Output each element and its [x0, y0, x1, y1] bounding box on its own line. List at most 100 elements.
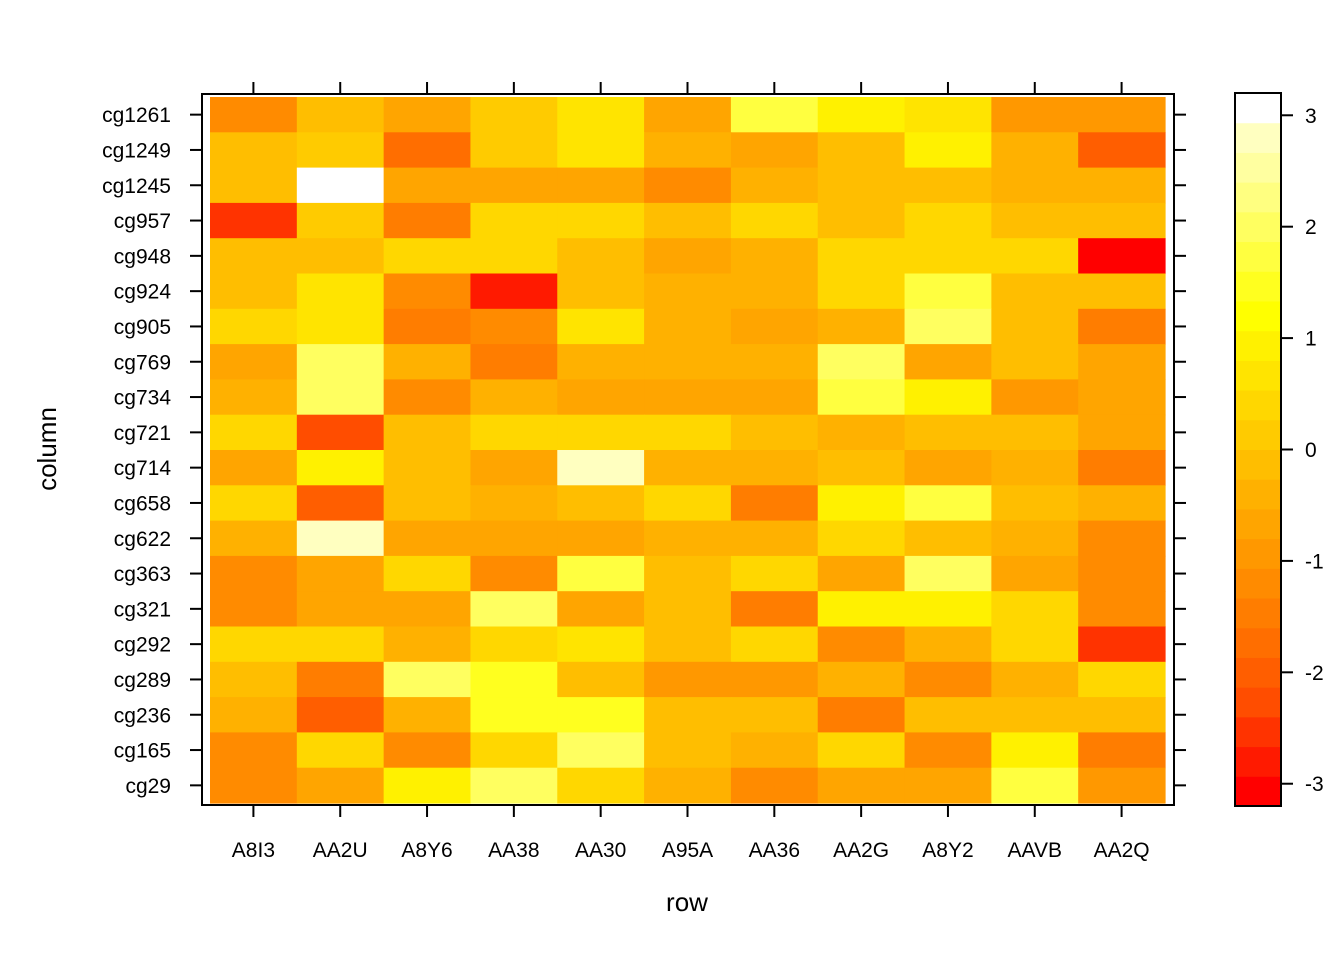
colorbar-segment: [1235, 776, 1281, 807]
heatmap-cell: [557, 485, 645, 522]
heatmap-cell: [1078, 97, 1166, 133]
heatmap-cell: [1078, 661, 1166, 698]
heatmap-cell: [730, 132, 819, 169]
colorbar-segment: [1235, 538, 1281, 569]
colorbar-tick-label: 2: [1305, 216, 1317, 239]
heatmap-cell: [1078, 167, 1166, 204]
y-tick-label: cg957: [114, 210, 171, 233]
heatmap-cell: [296, 273, 385, 310]
axis-ticks: [190, 82, 1186, 817]
colorbar-segment: [1235, 508, 1281, 540]
heatmap-cell: [1078, 308, 1166, 345]
heatmap-cell: [210, 238, 298, 275]
y-tick-label: cg924: [114, 281, 172, 304]
y-tick-label: cg1261: [102, 104, 171, 127]
heatmap-cell: [296, 167, 385, 204]
heatmap-cell: [1078, 697, 1166, 733]
colorbar-segment: [1235, 152, 1281, 183]
heatmap-cell: [383, 202, 472, 239]
heatmap-cell: [904, 379, 992, 416]
heatmap-cell: [210, 344, 298, 380]
heatmap-cell: [904, 202, 992, 239]
heatmap-cell: [210, 202, 298, 239]
heatmap-cell: [210, 732, 298, 769]
heatmap-cell: [383, 344, 472, 380]
heatmap-cell: [383, 450, 472, 486]
heatmap-cell: [1078, 273, 1166, 310]
x-tick-label: AA2G: [833, 839, 889, 862]
heatmap-cell: [470, 591, 558, 628]
x-axis-title: row: [666, 887, 708, 917]
heatmap-cell: [470, 273, 558, 310]
heatmap-cell: [991, 485, 1079, 522]
x-tick-label: A95A: [662, 839, 713, 862]
heatmap-cell: [817, 661, 906, 698]
x-tick-label: AA38: [488, 839, 539, 862]
heatmap-cell: [991, 591, 1079, 628]
heatmap-cell: [644, 661, 732, 698]
heatmap-cell: [1078, 520, 1166, 557]
colorbar-tick-label: -3: [1305, 773, 1324, 796]
heatmap-cell: [904, 697, 992, 733]
heatmap-cell: [296, 379, 385, 416]
heatmap-cell: [991, 767, 1079, 804]
y-tick-label: cg714: [114, 457, 172, 480]
heatmap-cell: [470, 202, 558, 239]
heatmap-cell: [296, 308, 385, 345]
x-tick-label: AA2Q: [1094, 839, 1150, 862]
heatmap-cell: [557, 414, 645, 451]
heatmap-cell: [470, 167, 558, 204]
heatmap-cell: [991, 238, 1079, 275]
heatmap-cell: [904, 132, 992, 169]
y-tick-label: cg236: [114, 704, 171, 727]
heatmap-cell: [383, 238, 472, 275]
heatmap-cell: [1078, 238, 1166, 275]
colorbar-segment: [1235, 300, 1281, 332]
heatmap-cell: [557, 308, 645, 345]
colorbar-tick-label: 0: [1305, 439, 1317, 462]
heatmap-cell: [210, 767, 298, 804]
heatmap-cell: [730, 555, 819, 592]
x-tick-label: A8Y6: [401, 839, 452, 862]
heatmap-cell: [1078, 202, 1166, 239]
heatmap-cell: [904, 450, 992, 486]
y-tick-label: cg658: [114, 492, 171, 515]
heatmap-cell: [904, 344, 992, 380]
heatmap-cell: [730, 379, 819, 416]
heatmap-cell: [296, 555, 385, 592]
heatmap-cell: [991, 344, 1079, 380]
colorbar-segment: [1235, 93, 1281, 124]
heatmap-cell: [296, 97, 385, 133]
heatmap-cell: [557, 732, 645, 769]
heatmap-cell: [1078, 485, 1166, 522]
heatmap-cell: [383, 132, 472, 169]
heatmap-cell: [730, 767, 819, 804]
heatmap-cell: [557, 555, 645, 592]
heatmap-cell: [557, 767, 645, 804]
heatmap-cell: [470, 485, 558, 522]
heatmap-cell: [904, 308, 992, 345]
heatmap-cell: [383, 767, 472, 804]
heatmap-cell: [991, 732, 1079, 769]
heatmap-cell: [817, 202, 906, 239]
heatmap-cell: [1078, 591, 1166, 628]
y-tick-label: cg363: [114, 563, 171, 586]
heatmap-cell: [296, 520, 385, 557]
heatmap-cell: [644, 344, 732, 380]
heatmap-cell: [644, 308, 732, 345]
heatmap-cell: [904, 591, 992, 628]
colorbar-segment: [1235, 271, 1281, 302]
heatmap-cell: [904, 414, 992, 451]
heatmap-cell: [817, 591, 906, 628]
heatmap-cell: [1078, 626, 1166, 663]
colorbar-segment: [1235, 657, 1281, 688]
colorbar-segment: [1235, 449, 1281, 480]
heatmap-cell: [1078, 132, 1166, 169]
heatmap-cell: [210, 97, 298, 133]
heatmap-cell: [644, 379, 732, 416]
heatmap-cell: [817, 238, 906, 275]
heatmap-cell: [730, 485, 819, 522]
heatmap-cell: [817, 344, 906, 380]
heatmap-cell: [296, 238, 385, 275]
heatmap-cell: [557, 238, 645, 275]
